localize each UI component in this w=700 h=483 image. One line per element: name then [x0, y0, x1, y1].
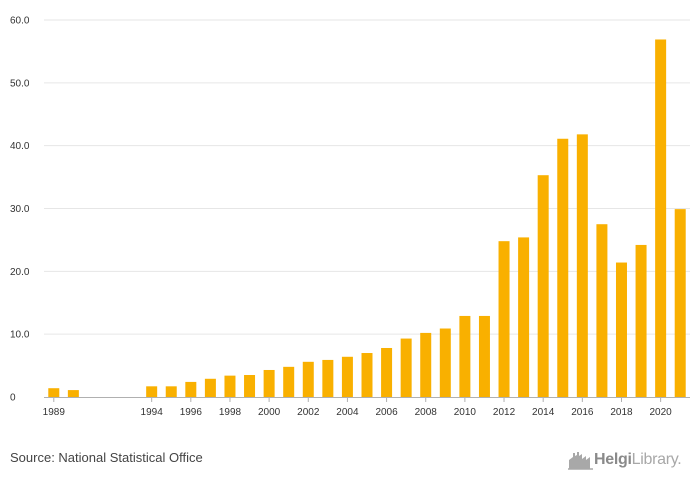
- bar-2006: [381, 347, 393, 397]
- grid-lines: [44, 19, 690, 335]
- logo-text-bold: Helgi: [594, 451, 632, 468]
- y-tick-label: 60.0: [10, 16, 30, 27]
- bar-1995: [165, 386, 177, 397]
- bar-2008: [420, 332, 432, 397]
- bar-2014: [537, 175, 549, 397]
- bar-2020: [655, 39, 667, 397]
- bar-1997: [204, 378, 216, 397]
- bar-2007: [400, 338, 412, 397]
- x-tick-label: 2002: [297, 407, 320, 418]
- x-tick-label: 1989: [43, 407, 66, 418]
- y-tick-label: 50.0: [10, 78, 30, 89]
- bar-2005: [361, 353, 373, 397]
- bar-2016: [576, 134, 588, 397]
- x-tick-label: 2020: [650, 407, 673, 418]
- y-axis-ticks: 0 10.0 20.0 30.0 40.0 50.0 60.0: [10, 16, 30, 404]
- bar-2018: [615, 262, 627, 397]
- bar-2002: [302, 361, 314, 397]
- x-tick-label: 1996: [180, 407, 203, 418]
- x-tick-label: 2008: [415, 407, 438, 418]
- y-tick-label: 30.0: [10, 204, 30, 215]
- bar-1994: [146, 386, 158, 397]
- bar-1990: [67, 390, 79, 397]
- bar-2012: [498, 241, 510, 397]
- bar-2003: [322, 359, 334, 397]
- helgilibrary-logo[interactable]: HelgiLibrary.: [568, 448, 682, 472]
- x-tick-label: 2016: [571, 407, 594, 418]
- bar-1989: [48, 388, 60, 397]
- bar-2013: [518, 237, 530, 397]
- x-tick-label: 2010: [454, 407, 477, 418]
- bar-1996: [185, 381, 197, 397]
- bar-2000: [263, 369, 275, 397]
- x-tick-label: 2018: [610, 407, 633, 418]
- y-tick-label: 10.0: [10, 330, 30, 341]
- bar-2017: [596, 224, 608, 397]
- bar-2019: [635, 244, 647, 397]
- bar-2004: [341, 356, 353, 397]
- x-axis: 1989 1994 1996 1998 2000 2002 2004 2006 2008 2010…: [43, 397, 690, 418]
- x-tick-label: 1994: [141, 407, 164, 418]
- x-tick-label: 2006: [375, 407, 398, 418]
- bar-2011: [478, 315, 490, 397]
- bar-2021: [674, 209, 686, 397]
- bar-1998: [224, 375, 236, 397]
- bar-2015: [557, 138, 569, 397]
- x-tick-label: 2000: [258, 407, 281, 418]
- factory-icon: [568, 452, 593, 470]
- logo-text-light: Library.: [631, 451, 682, 468]
- x-tick-label: 1998: [219, 407, 242, 418]
- y-tick-label: 40.0: [10, 141, 30, 152]
- x-tick-label: 2004: [336, 407, 359, 418]
- bars: [48, 39, 686, 397]
- y-tick-label: 20.0: [10, 267, 30, 278]
- source-note: Source: National Statistical Office: [10, 450, 203, 465]
- x-tick-label: 2014: [532, 407, 555, 418]
- x-tick-label: 2012: [493, 407, 516, 418]
- bar-1999: [244, 375, 256, 397]
- y-tick-label: 0: [10, 393, 16, 404]
- bar-2010: [459, 315, 471, 397]
- bar-chart: 010.020.030.040.050.060.0 1989 1994 1996 19…: [10, 16, 690, 418]
- bar-2001: [283, 366, 295, 397]
- bar-2009: [439, 328, 451, 397]
